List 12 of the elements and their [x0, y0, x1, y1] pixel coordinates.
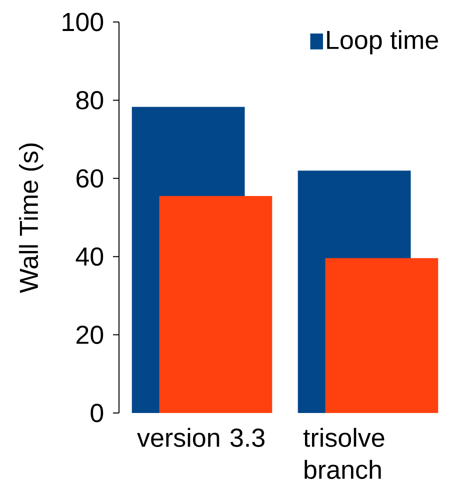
y-tick-label: 100	[62, 12, 104, 32]
y-tick-label: 80	[76, 90, 104, 110]
y-tick-label: 0	[90, 404, 104, 422]
bar	[159, 196, 272, 413]
y-tick-label: 20	[76, 326, 104, 344]
y-tick-label: 40	[76, 247, 104, 266]
x-tick-label: trisolve branch	[303, 428, 384, 479]
x-tick-label: version 3.3	[137, 428, 264, 447]
legend-label: Loop time	[327, 30, 438, 54]
y-axis-title: Wall Time (s)	[18, 144, 44, 293]
y-tick-label: 60	[76, 169, 104, 188]
bar	[325, 258, 438, 413]
